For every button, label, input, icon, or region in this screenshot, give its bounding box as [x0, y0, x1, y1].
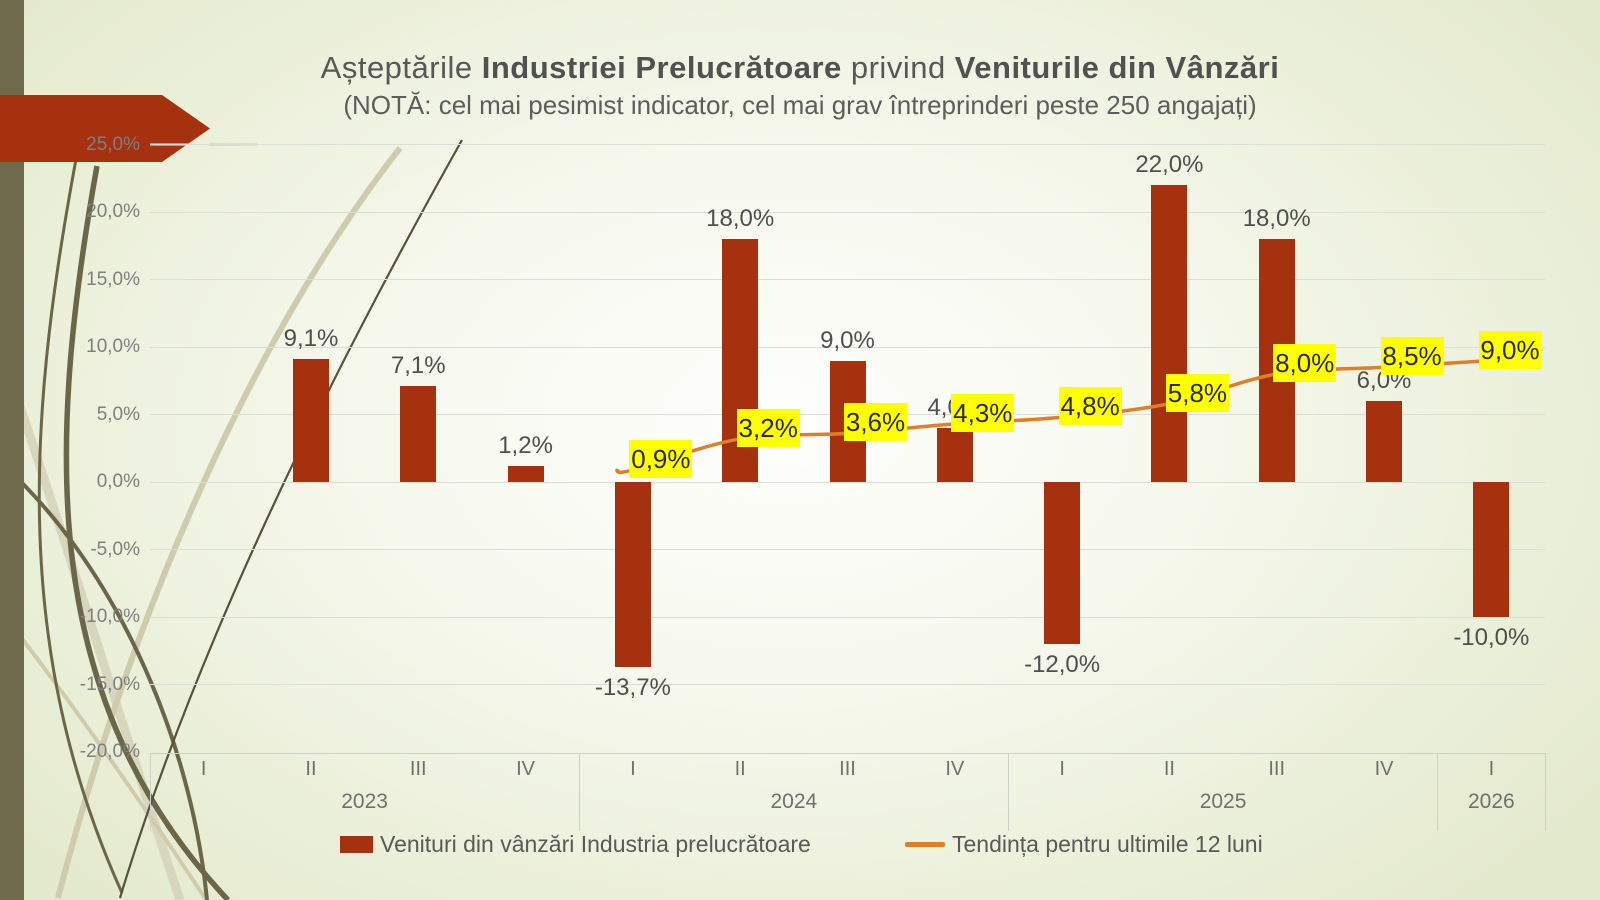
trend-value-label: 8,5% [1380, 337, 1444, 376]
legend-label-trend: Tendința pentru ultimile 12 luni [952, 830, 1263, 857]
gridline [150, 616, 1545, 618]
gridline [150, 211, 1545, 213]
bar [400, 386, 437, 482]
trend-value-label: 4,8% [1058, 387, 1122, 426]
x-axis-year-label: 2026 [1467, 790, 1515, 813]
bar-value-label: 18,0% [1242, 205, 1311, 232]
x-axis-quarter-label: III [839, 758, 856, 780]
y-axis-tick-label: 10,0% [86, 336, 140, 357]
y-axis-tick-label: 5,0% [96, 403, 140, 425]
trend-value-label: 0,9% [629, 439, 693, 478]
x-axis-quarter-label: II [734, 758, 746, 780]
x-axis-quarter-label: III [1268, 758, 1286, 780]
x-axis-line [150, 752, 1545, 754]
bar [614, 482, 651, 667]
bar [1473, 482, 1510, 617]
bar [507, 465, 544, 482]
bar-value-label: 9,1% [283, 325, 339, 353]
trend-value-label: 3,2% [736, 408, 800, 447]
trend-value-label: 9,0% [1478, 330, 1542, 369]
gridline [150, 144, 1545, 145]
title-bold-industry: Industriei Prelucrătoare [481, 50, 842, 85]
gridline [150, 481, 1545, 483]
trend-value-label: 5,8% [1165, 373, 1229, 412]
trend-series-swatch [905, 841, 945, 847]
slide-subtitle: (NOTĂ: cel mai pesimist indicator, cel m… [343, 90, 1257, 120]
y-axis-tick-label: 0,0% [96, 471, 140, 492]
trend-value-label: 8,0% [1273, 344, 1337, 382]
bar-value-label: 7,1% [390, 352, 446, 380]
x-axis-year-label: 2023 [341, 790, 388, 813]
x-axis-quarter-label: IV [1374, 758, 1394, 780]
x-axis-quarter-label: IV [945, 758, 965, 780]
bar-value-label: -10,0% [1453, 624, 1530, 651]
trend-value-label: 4,3% [951, 393, 1015, 432]
x-axis-separator [1544, 752, 1546, 831]
bar-value-label: -12,0% [1024, 651, 1101, 678]
trend-value-label: 3,6% [844, 403, 907, 442]
bar-value-label: 1,2% [498, 431, 553, 459]
y-axis-tick-label: 25,0% [86, 133, 140, 155]
y-axis-tick-label: -5,0% [90, 538, 140, 560]
title-block: Așteptările Industriei Prelucrătoare pri… [40, 50, 1560, 121]
y-axis-tick-label: -10,0% [79, 606, 140, 627]
gridline [150, 346, 1545, 348]
x-axis-quarter-label: I [1488, 758, 1495, 780]
gridline [150, 549, 1545, 550]
title-prefix: Așteptările [320, 50, 482, 85]
y-axis-tick-label: 20,0% [86, 201, 140, 222]
x-axis-quarter-label: II [1163, 758, 1175, 780]
x-axis-quarter-label: I [1059, 758, 1065, 780]
title-mid: privind [841, 50, 955, 85]
y-axis-tick-label: -20,0% [79, 741, 140, 762]
bar-value-label: -13,7% [594, 673, 671, 701]
legend-label-bars: Venituri din vânzări Industria prelucrăt… [380, 830, 811, 857]
x-axis-quarter-label: I [200, 758, 207, 780]
x-axis-separator [149, 752, 151, 831]
bar-value-label: 9,0% [820, 326, 875, 354]
x-axis-separator [1007, 752, 1009, 831]
title-bold-revenue: Veniturile din Vânzări [954, 50, 1280, 85]
bar [1044, 482, 1081, 644]
bar-value-label: 18,0% [706, 205, 775, 232]
x-axis-quarter-label: III [409, 758, 427, 780]
y-axis-tick-label: -15,0% [79, 673, 140, 695]
x-axis-year-label: 2025 [1199, 790, 1247, 813]
bar-value-label: 22,0% [1135, 151, 1204, 178]
x-axis-separator [1437, 752, 1439, 831]
x-axis-quarter-label: IV [516, 758, 536, 780]
x-axis-year-label: 2024 [770, 790, 818, 813]
x-axis-quarter-label: I [630, 758, 636, 780]
bar [292, 359, 329, 482]
legend-item-trend: Tendința pentru ultimile 12 luni [905, 830, 1263, 858]
legend-item-bars: Venituri din vânzări Industria prelucrăt… [340, 830, 811, 858]
bar-series-swatch [340, 835, 373, 853]
gridline [150, 279, 1545, 280]
y-axis-tick-label: 15,0% [86, 268, 140, 290]
x-axis-separator [578, 752, 580, 831]
gridline [150, 684, 1545, 685]
slide-title: Așteptările Industriei Prelucrătoare pri… [40, 50, 1560, 86]
x-axis-quarter-label: II [305, 758, 317, 780]
